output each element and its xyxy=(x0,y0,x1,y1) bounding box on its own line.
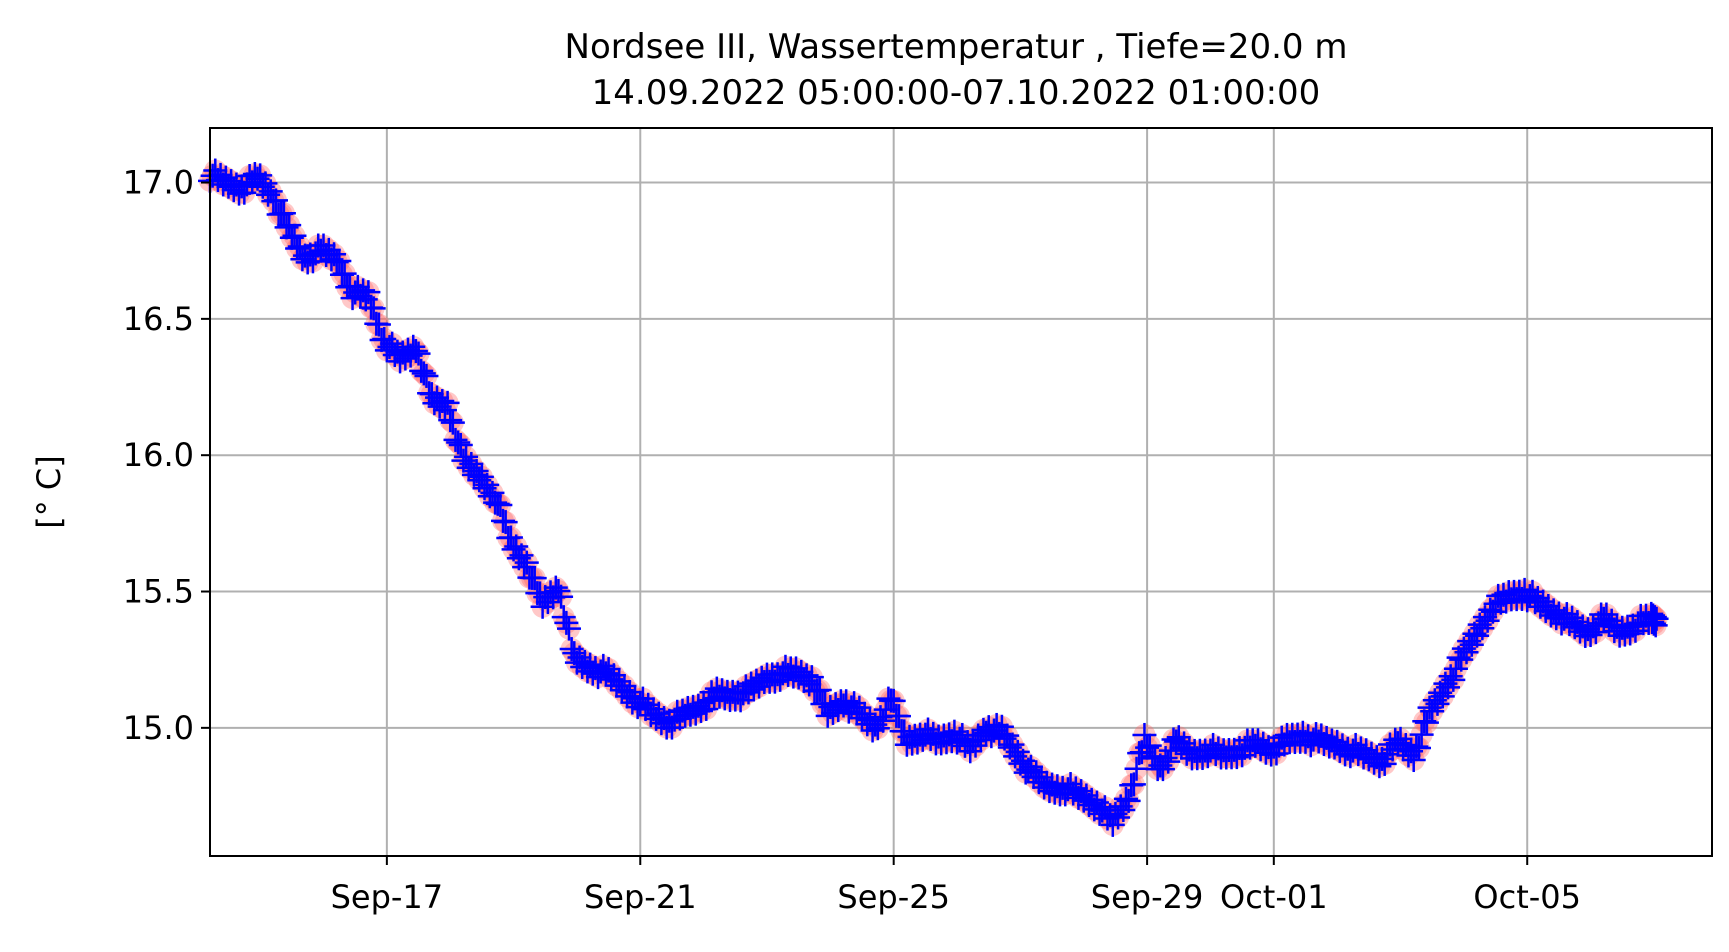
data-point xyxy=(601,663,626,688)
data-point xyxy=(332,261,357,286)
data-point xyxy=(480,480,505,505)
data-point xyxy=(963,733,988,758)
data-point xyxy=(1132,722,1157,747)
data-point xyxy=(440,410,465,435)
data-point xyxy=(438,408,463,433)
data-point xyxy=(1393,733,1418,758)
data-point xyxy=(406,341,431,366)
data-point xyxy=(277,213,302,238)
data-point xyxy=(852,701,877,726)
data-point xyxy=(860,718,885,743)
data-point xyxy=(886,704,911,729)
data-point xyxy=(414,363,439,388)
data-point xyxy=(1401,748,1426,773)
data-point xyxy=(435,390,460,415)
data-point xyxy=(871,708,896,733)
data-point xyxy=(1137,733,1162,758)
data-point xyxy=(1166,725,1191,750)
data-point xyxy=(596,657,621,682)
data-point xyxy=(1121,772,1146,797)
data-point xyxy=(356,280,381,305)
x-tick-label: Sep-29 xyxy=(1091,878,1204,916)
data-point xyxy=(557,616,582,641)
data-point xyxy=(1441,667,1466,692)
data-point xyxy=(881,688,906,713)
x-tick-label: Oct-05 xyxy=(1473,878,1581,916)
data-point xyxy=(1116,788,1141,813)
data-point xyxy=(1018,754,1043,779)
data-point xyxy=(1113,786,1138,811)
data-point xyxy=(282,223,307,248)
chart-title: Nordsee III, Wassertemperatur , Tiefe=20… xyxy=(565,27,1348,67)
data-point xyxy=(842,691,867,716)
x-tick-label: Sep-21 xyxy=(584,878,697,916)
y-axis-label: [° C] xyxy=(30,455,68,528)
data-point xyxy=(1124,756,1149,781)
y-tick-label: 16.5 xyxy=(123,300,194,338)
data-point xyxy=(612,673,637,698)
data-point xyxy=(847,695,872,720)
data-point xyxy=(242,161,267,186)
chart-subtitle: 14.09.2022 05:00:00-07.10.2022 01:00:00 xyxy=(592,73,1321,113)
data-point xyxy=(1079,787,1104,812)
data-point xyxy=(522,566,547,591)
data-point xyxy=(1594,602,1619,627)
data-point xyxy=(443,427,468,452)
data-point xyxy=(1409,722,1434,747)
data-point xyxy=(1024,760,1049,785)
y-tick-label: 15.5 xyxy=(123,573,194,611)
data-point xyxy=(799,665,824,690)
y-axis-ticks: 15.0 15.5 16.0 16.5 17.0 xyxy=(123,164,210,747)
data-point xyxy=(271,201,296,226)
data-point xyxy=(1406,736,1431,761)
data-point xyxy=(464,459,489,484)
data-point xyxy=(1644,606,1669,631)
data-points xyxy=(198,158,1669,837)
data-point xyxy=(263,188,288,213)
data-point xyxy=(630,686,655,711)
data-point xyxy=(448,433,473,458)
x-tick-label: Sep-17 xyxy=(331,878,444,916)
x-tick-label: Oct-01 xyxy=(1220,878,1328,916)
data-point xyxy=(1372,751,1397,776)
data-point xyxy=(493,510,518,535)
y-tick-label: 15.0 xyxy=(123,709,194,747)
x-axis-ticks: Sep-17 Sep-21 Sep-25 Sep-29 Oct-01 Oct-05 xyxy=(331,856,1581,916)
data-point xyxy=(551,605,576,630)
data-point xyxy=(617,680,642,705)
data-point xyxy=(535,590,560,615)
data-point xyxy=(409,358,434,383)
data-point xyxy=(488,492,513,517)
grid xyxy=(210,128,1712,856)
data-point xyxy=(327,249,352,274)
y-tick-label: 16.0 xyxy=(123,436,194,474)
y-tick-label: 17.0 xyxy=(123,164,194,202)
data-point xyxy=(316,237,341,262)
data-point xyxy=(1414,710,1439,735)
data-point xyxy=(554,610,579,635)
data-point xyxy=(546,578,571,603)
plot-frame xyxy=(209,127,1713,857)
data-point xyxy=(549,584,574,609)
data-point xyxy=(530,594,555,619)
data-point xyxy=(403,339,428,364)
data-point xyxy=(1404,734,1429,759)
data-point xyxy=(1370,746,1395,771)
data-point xyxy=(1520,579,1545,604)
data-point xyxy=(892,719,917,744)
data-point xyxy=(411,361,436,386)
data-point xyxy=(1388,726,1413,751)
data-point xyxy=(807,677,832,702)
data-point xyxy=(958,739,983,764)
data-point xyxy=(1156,749,1181,774)
data-point xyxy=(1375,742,1400,767)
data-point xyxy=(446,430,471,455)
data-point xyxy=(361,296,386,321)
data-point xyxy=(366,312,391,337)
x-tick-label: Sep-25 xyxy=(837,878,950,916)
data-point xyxy=(514,550,539,575)
data-point xyxy=(876,686,901,711)
